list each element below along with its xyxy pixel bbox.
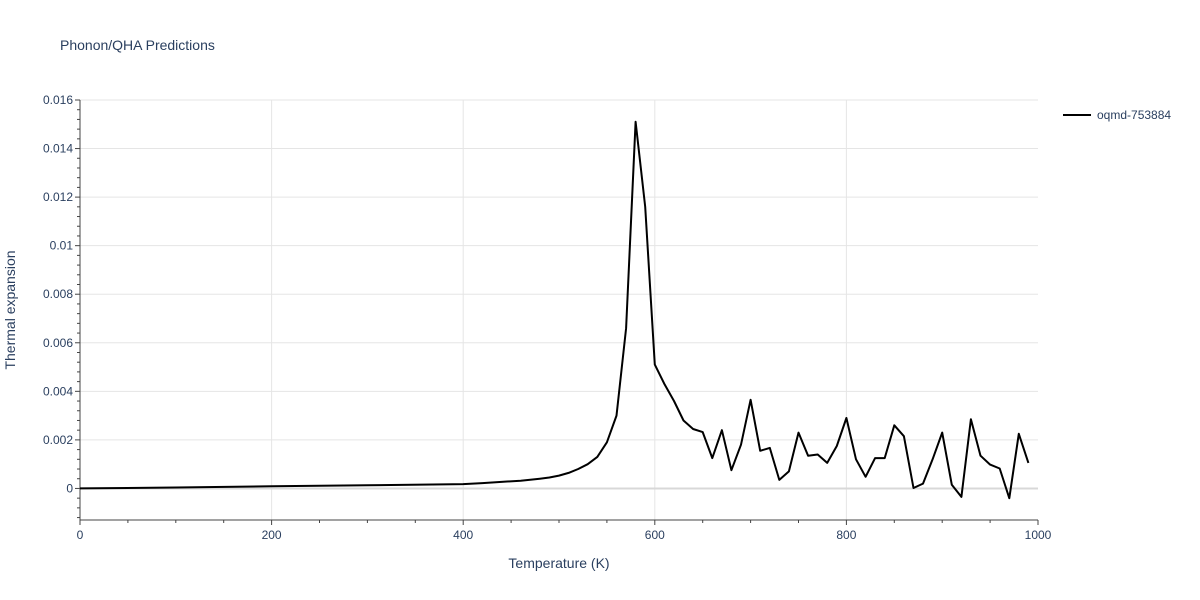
- legend-label: oqmd-753884: [1097, 108, 1171, 122]
- legend[interactable]: oqmd-753884: [1063, 108, 1171, 122]
- series-layer: [79, 120, 1030, 500]
- y-tick-label: 0.012: [43, 190, 73, 204]
- x-tick-label: 1000: [1025, 528, 1052, 542]
- y-tick-labels: 0 0.002 0.004 0.006 0.008 0.01 0.012 0.014 0.016: [43, 93, 73, 495]
- y-tick-label: 0.002: [43, 433, 73, 447]
- y-tick-label: 0: [66, 481, 73, 495]
- y-axis-title: Thermal expansion: [2, 250, 18, 369]
- x-tick-labels: 0 200 400 600 800 1000: [77, 528, 1052, 542]
- series-line-oqmd-753884[interactable]: [79, 120, 1030, 500]
- chart-title: Phonon/QHA Predictions: [60, 37, 215, 53]
- y-tick-label: 0.004: [43, 384, 73, 398]
- y-tick-label: 0.006: [43, 336, 73, 350]
- x-tick-label: 600: [645, 528, 665, 542]
- y-tick-label: 0.01: [50, 239, 74, 253]
- x-tick-label: 400: [453, 528, 473, 542]
- axes: [75, 99, 1039, 525]
- x-tick-label: 800: [836, 528, 856, 542]
- x-axis-title: Temperature (K): [508, 555, 609, 571]
- y-tick-label: 0.008: [43, 287, 73, 301]
- y-tick-label: 0.014: [43, 142, 73, 156]
- y-tick-label: 0.016: [43, 93, 73, 107]
- x-tick-label: 0: [77, 528, 84, 542]
- grid-lines: [80, 99, 1038, 520]
- x-tick-label: 200: [262, 528, 282, 542]
